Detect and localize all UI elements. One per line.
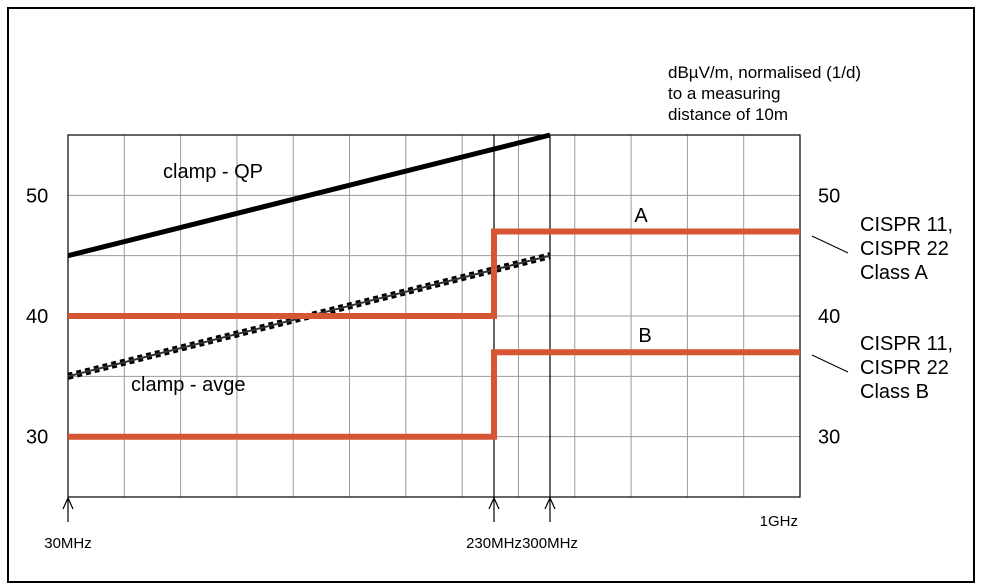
x-marker-arrowhead <box>544 496 556 510</box>
x-marker-label: 230MHz <box>466 535 522 552</box>
label-limit-b: B <box>638 325 651 347</box>
chart-frame <box>7 7 975 583</box>
label-clamp-avge: clamp - avge <box>131 374 246 396</box>
unit-note: dBµV/m, normalised (1/d) to a measuring … <box>668 63 862 124</box>
x-marker-arrowhead <box>62 496 74 510</box>
annotation-class-b-line: CISPR 22 <box>860 357 949 379</box>
x-end-label: 1GHz <box>760 513 798 530</box>
series-clamp-qp <box>67 132 551 259</box>
y-tick-label-left: 30 <box>26 427 48 449</box>
x-marker-arrowhead <box>488 496 500 510</box>
y-tick-label-right: 30 <box>818 427 840 449</box>
label-limit-a: A <box>634 205 648 227</box>
annotation-class-b-line: CISPR 11, <box>860 333 953 355</box>
leader-line-class-a <box>811 235 849 254</box>
x-marker-label: 300MHz <box>522 535 578 552</box>
leader-line-class-b <box>811 354 849 373</box>
annotation-class-b-line: Class B <box>860 381 929 403</box>
y-tick-label-left: 40 <box>26 306 48 328</box>
y-tick-label-right: 50 <box>818 185 840 207</box>
x-marker-label: 30MHz <box>44 535 92 552</box>
label-clamp-qp: clamp - QP <box>163 161 263 183</box>
series-b <box>68 349 800 440</box>
series-a <box>68 228 800 319</box>
annotation-class-a-line: CISPR 11, <box>860 214 953 236</box>
y-tick-label-right: 40 <box>818 306 840 328</box>
annotation-class-a-line: CISPR 22 <box>860 238 949 260</box>
y-tick-label-left: 50 <box>26 185 48 207</box>
annotation-class-a-line: Class A <box>860 262 928 284</box>
